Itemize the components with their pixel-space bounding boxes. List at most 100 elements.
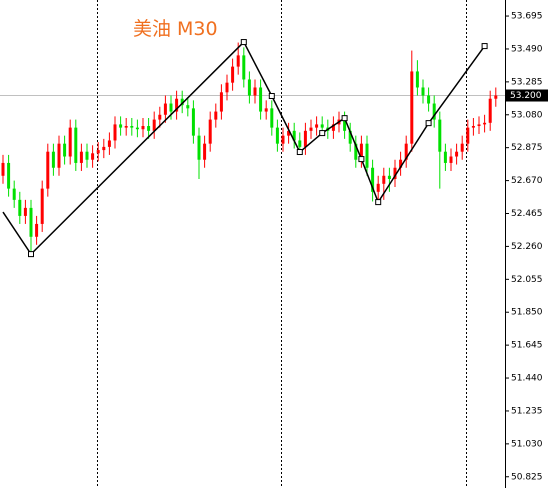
candle-body (225, 82, 229, 93)
candle-body (113, 124, 117, 141)
current-price-box (506, 89, 548, 102)
candle-body (494, 95, 498, 99)
candle-body (404, 143, 408, 160)
y-tick-label: 51.030 (511, 439, 543, 449)
candle-body (158, 114, 162, 120)
candle-body (169, 103, 173, 112)
y-tick-label: 52.260 (511, 242, 543, 252)
candle-body (399, 159, 403, 168)
candle-body (331, 124, 335, 131)
candle-body (63, 143, 67, 157)
candle-body (253, 87, 257, 96)
candle-body (46, 151, 50, 189)
y-tick-label: 52.670 (511, 176, 543, 186)
candle-body (303, 130, 307, 147)
candle-body (242, 55, 246, 80)
y-tick-label: 53.080 (511, 110, 543, 120)
candle-body (315, 124, 319, 128)
candle-body (281, 135, 285, 144)
separators (97, 0, 467, 488)
candle-body (214, 111, 218, 120)
candle-body (483, 122, 487, 125)
candle-body (175, 98, 179, 112)
candle-body (287, 130, 291, 136)
zigzag-point (481, 43, 488, 50)
y-tick-label: 53.695 (511, 12, 543, 22)
zigzag-point (240, 39, 247, 46)
candle-body (270, 108, 274, 128)
candle-body (460, 143, 464, 152)
candle-body (163, 103, 167, 115)
candle-body (466, 127, 470, 144)
candle-body (432, 103, 436, 120)
candle-body (35, 223, 39, 237)
zigzag-point (296, 149, 303, 156)
candle-body (427, 95, 431, 104)
candle-body (23, 207, 27, 216)
candle-body (298, 140, 302, 147)
candle-body (7, 162, 11, 189)
zigzag-point (268, 92, 275, 99)
candle-body (130, 126, 134, 128)
candle-body (12, 188, 16, 200)
zigzag-point (28, 251, 34, 258)
candle-body (203, 143, 207, 160)
candle-body (292, 130, 296, 141)
candle-body (119, 124, 123, 128)
y-tick-label: 53.285 (511, 77, 543, 87)
candle-body (365, 143, 369, 168)
candle-body (359, 143, 363, 160)
candle-body (152, 119, 156, 131)
candle-body (124, 126, 128, 128)
candle-body (219, 92, 223, 112)
candle-body (57, 143, 61, 168)
candle-body (438, 119, 442, 152)
y-tick-label: 52.875 (511, 143, 543, 153)
candle-body (85, 151, 89, 160)
candle-body (40, 188, 44, 224)
candle-body (180, 98, 184, 106)
candle-body (231, 66, 235, 83)
current-price-label: 53.200 (510, 91, 542, 101)
y-tick-label: 53.490 (511, 44, 543, 54)
candle-body (348, 130, 352, 144)
candle-body (208, 119, 212, 144)
y-tick-label: 52.465 (511, 209, 543, 219)
chart-title: 美油 M30 (133, 18, 218, 40)
candle-body (74, 127, 78, 163)
candle-body (68, 127, 72, 157)
candle-body (236, 55, 240, 67)
candle-body (18, 199, 22, 216)
candle-body (410, 71, 414, 144)
zigzag-point (319, 130, 326, 137)
candle-body (264, 108, 268, 112)
candle-body (247, 79, 251, 96)
y-tick-label: 51.850 (511, 308, 543, 318)
zigzag-point (358, 156, 365, 163)
zigzag-point (375, 199, 382, 206)
y-tick-label: 51.645 (511, 341, 543, 351)
candle-body (186, 105, 190, 109)
candle-body (29, 207, 33, 237)
candle-body (421, 87, 425, 96)
candle-body (488, 98, 492, 123)
candle-body (51, 151, 55, 168)
candle-body (147, 126, 151, 131)
candle-body (449, 156, 453, 163)
candle-body (1, 162, 5, 176)
candle-body (382, 175, 386, 184)
candle-body (191, 108, 195, 136)
candle-body (309, 127, 313, 131)
candle-body (91, 153, 95, 160)
candle-body (259, 87, 263, 112)
candle-body (102, 146, 106, 151)
candle-body (135, 127, 139, 130)
candle-body (387, 175, 391, 179)
candle-body (96, 150, 100, 154)
candle-body (343, 119, 347, 131)
candle-body (376, 183, 380, 192)
candle-body (275, 127, 279, 144)
candle-body (443, 151, 447, 163)
candle-body (415, 71, 419, 88)
